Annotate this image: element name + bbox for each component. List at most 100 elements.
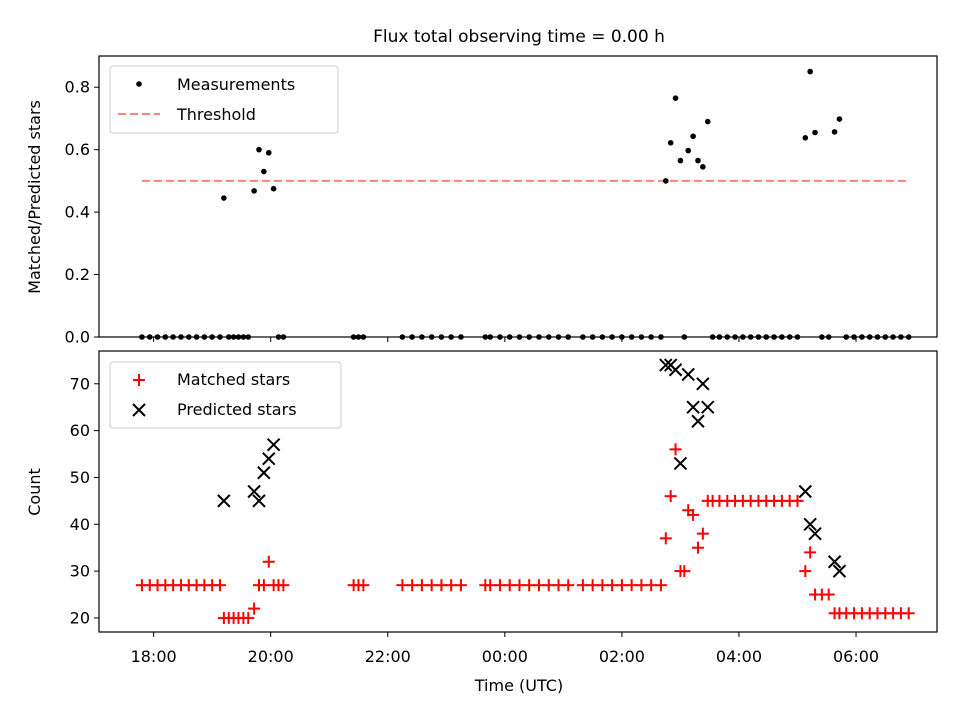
matched-star-point [654,579,667,592]
measurement-point [667,139,674,146]
legend-measurements-label: Measurements [177,75,295,94]
top-legend: Measurements Threshold [109,65,339,134]
y-tick-label: 0.8 [65,78,90,97]
matched-star-point [248,602,261,615]
measurement-point [662,178,669,184]
x-tick-label: 04:00 [716,647,762,666]
bottom-x-ticks: 18:00 20:00 22:00 00:00 02:00 04:00 06:00 [131,632,879,666]
measurement-point [836,116,843,122]
predicted-star-point [686,400,700,414]
legend-matched-marker [133,374,145,386]
bottom-y-ticks: 20 30 40 50 60 70 [70,374,99,627]
predicted-star-point [696,377,710,391]
predicted-star-point [832,564,847,578]
measurement-point [695,157,701,164]
top-y-axis-label: Matched/Predicted stars [25,100,44,294]
legend-matched-label: Matched stars [177,370,290,389]
matched-star-point [277,579,290,592]
measurement-point [831,129,838,135]
matched-star-point [562,579,575,592]
bottom-y-axis-label: Count [25,468,44,516]
legend-threshold-label: Threshold [176,105,256,124]
measurement-point [802,135,809,141]
matched-star-point [678,565,691,578]
legend-predicted-label: Predicted stars [177,400,297,419]
top-y-ticks: 0.0 0.2 0.4 0.6 0.8 [65,78,99,347]
measurement-point [251,188,257,194]
predicted-star-point [247,484,261,499]
y-tick-label: 50 [70,468,90,487]
matched-star-point [822,588,835,601]
measurement-point [704,118,711,125]
y-tick-label: 0.6 [65,140,90,159]
measurement-point [807,68,813,75]
y-tick-label: 0.2 [65,265,90,284]
legend-frame [109,65,339,134]
legend-predicted-marker [132,403,146,417]
y-tick-label: 20 [70,608,90,627]
measurement-point [700,164,706,170]
measurement-point [812,129,818,136]
chart-title: Flux total observing time = 0.00 h [373,27,665,47]
bottom-legend: Matched stars Predicted stars [109,361,342,429]
predicted-star-point [262,452,276,466]
measurement-point [672,95,679,101]
predicted-star-point [808,526,822,541]
x-tick-label: 00:00 [482,647,528,666]
measurement-point [265,149,272,156]
predicted-star-point [803,517,817,531]
predicted-star-point [701,400,715,414]
y-tick-label: 0.4 [65,203,90,222]
matched-star-point [262,555,275,568]
matched-star-point [696,527,709,540]
matched-star-point [691,541,704,554]
matched-star-point [804,546,817,559]
matched-star-point [799,565,812,578]
x-tick-label: 18:00 [131,647,177,666]
y-tick-label: 70 [70,374,90,393]
measurement-point [261,168,267,175]
measurement-point [685,147,692,154]
predicted-star-point [266,437,281,452]
legend-frame-bottom [109,361,342,429]
top-x-ticks [153,337,857,342]
matched-star-point [357,579,370,592]
measurement-point [677,157,684,164]
top-axes-frame [98,55,938,338]
measurement-point [270,185,277,192]
predicted-star-point [798,484,813,499]
matched-star-point [659,532,672,545]
matched-star-point [454,579,467,592]
bottom-plot-area [135,358,915,624]
predicted-star-point [659,358,673,372]
x-axis-label: Time (UTC) [474,676,563,695]
y-tick-label: 30 [70,562,90,581]
matched-star-point [791,494,804,507]
measurement-point [690,133,696,140]
predicted-star-point [681,367,695,382]
x-tick-label: 02:00 [599,647,645,666]
matched-star-point [213,579,226,592]
predicted-star-point [827,555,842,569]
measurement-point [256,146,262,153]
legend-measurements-marker [136,81,142,87]
predicted-star-point [252,494,266,508]
x-tick-label: 06:00 [833,647,879,666]
y-tick-label: 0.0 [65,328,90,347]
measurement-point [221,195,227,201]
matched-star-point [669,443,682,456]
x-tick-label: 20:00 [248,647,294,666]
predicted-star-point [668,363,683,377]
bottom-axes-frame [98,350,938,633]
y-tick-label: 40 [70,515,90,534]
predicted-star-point [673,456,688,471]
matched-star-point [687,508,700,521]
predicted-star-point [257,466,271,480]
y-tick-label: 60 [70,421,90,440]
x-tick-label: 22:00 [365,647,411,666]
matched-star-point [664,490,677,503]
predicted-star-point [691,414,705,428]
predicted-star-point [217,494,231,508]
matched-star-point [902,607,915,620]
